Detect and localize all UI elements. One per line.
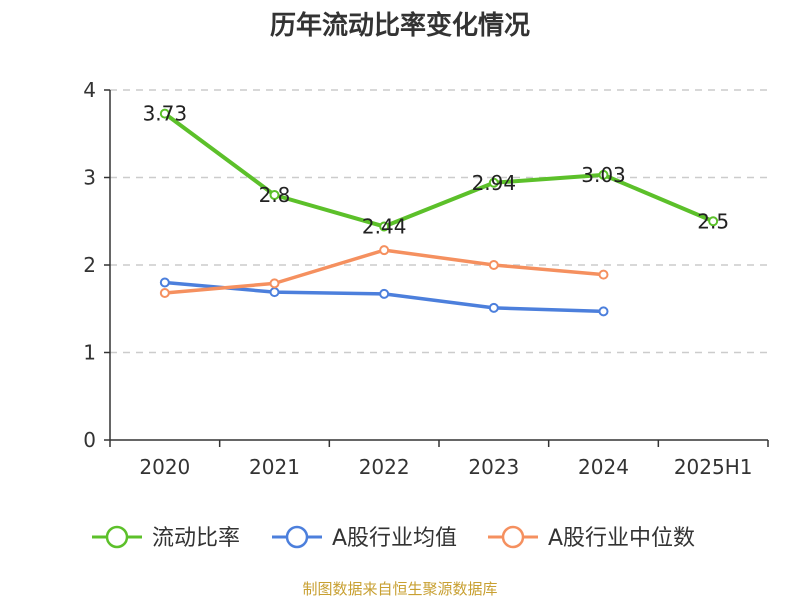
data-point-2-3 <box>488 260 499 270</box>
legend[interactable]: 流动比率 A股行业均值 A股行业中位数 <box>92 525 695 551</box>
x-tick-label-2025H1: 2025H1 <box>674 455 753 479</box>
legend-marker-0 <box>105 525 129 549</box>
legend-marker-2 <box>501 525 525 549</box>
data-point-1-0 <box>159 277 170 288</box>
legend-marker-1 <box>285 525 309 549</box>
legend-label-1: A股行业均值 <box>332 526 457 551</box>
grid-lines <box>110 89 768 354</box>
data-point-2-0 <box>159 288 170 298</box>
x-tick-label-2024: 2024 <box>578 455 629 479</box>
data-label-2: 2.44 <box>362 215 407 239</box>
legend-label-2: A股行业中位数 <box>548 526 695 551</box>
data-point-2-2 <box>379 245 390 256</box>
axes: 0 1 2 3 4 2020 2021 2022 2023 2024 2025H1 <box>83 78 769 479</box>
data-labels: 3.73 2.8 2.44 2.94 3.03 2.5 <box>143 102 730 239</box>
data-point-0-4 <box>598 169 609 180</box>
data-label-4: 3.03 <box>581 163 626 187</box>
data-point-1-4 <box>598 306 609 317</box>
data-label-1: 2.8 <box>259 183 291 207</box>
data-label-3: 2.94 <box>472 171 517 195</box>
y-tick-label-3: 3 <box>83 166 96 190</box>
x-tick-label-2020: 2020 <box>139 455 190 479</box>
data-label-0: 3.73 <box>143 102 188 126</box>
chart-title: 历年流动比率变化情况 <box>270 10 530 41</box>
series-2 <box>159 245 609 298</box>
x-tick-label-2021: 2021 <box>249 455 300 479</box>
y-tick-label-0: 0 <box>83 428 96 452</box>
legend-item-0[interactable]: 流动比率 <box>92 525 240 551</box>
series-1 <box>159 277 609 317</box>
data-point-1-2 <box>379 288 390 299</box>
data-point-0-5 <box>708 216 719 227</box>
source-note: 制图数据来自恒生聚源数据库 <box>302 580 497 598</box>
legend-item-1[interactable]: A股行业均值 <box>272 525 457 551</box>
series-0 <box>159 108 719 232</box>
y-tick-label-2: 2 <box>83 253 96 277</box>
y-tick-label-4: 4 <box>83 78 96 102</box>
data-point-1-1 <box>269 287 280 298</box>
data-point-0-2 <box>379 221 390 232</box>
data-point-0-0 <box>159 108 170 119</box>
series-layer <box>159 108 719 317</box>
y-tick-label-1: 1 <box>83 341 96 365</box>
data-point-0-1 <box>269 190 280 200</box>
series-line-2 <box>163 248 606 295</box>
legend-label-0: 流动比率 <box>152 526 240 551</box>
data-label-5: 2.5 <box>697 209 729 233</box>
legend-item-2[interactable]: A股行业中位数 <box>488 525 695 551</box>
data-point-0-3 <box>488 177 499 188</box>
data-point-2-4 <box>598 269 609 280</box>
data-point-1-3 <box>488 302 499 313</box>
x-tick-label-2023: 2023 <box>468 455 519 479</box>
series-line-0 <box>162 111 716 229</box>
x-tick-label-2022: 2022 <box>359 455 410 479</box>
data-point-2-1 <box>269 278 280 289</box>
